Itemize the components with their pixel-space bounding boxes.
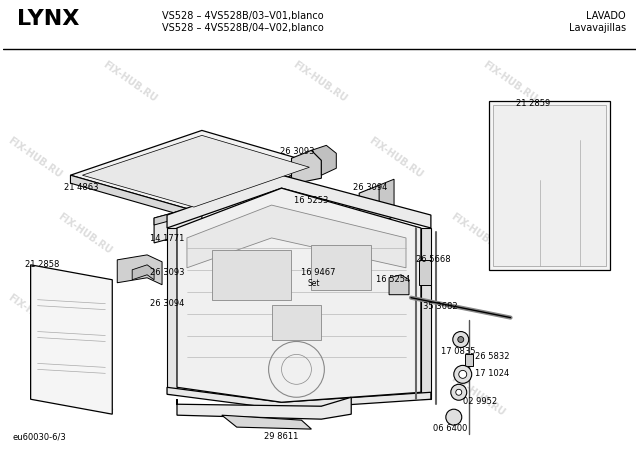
Text: FIX-HUB.RU: FIX-HUB.RU: [354, 292, 411, 337]
Text: FIX-HUB.RU: FIX-HUB.RU: [6, 292, 63, 337]
Bar: [465, 355, 473, 366]
Text: FIX-HUB.RU: FIX-HUB.RU: [449, 212, 506, 256]
Text: VS528 – 4VS528B/03–V01,blanco: VS528 – 4VS528B/03–V01,blanco: [162, 11, 324, 21]
Text: LAVADO: LAVADO: [586, 11, 626, 21]
Text: 35 3682: 35 3682: [423, 302, 457, 310]
Text: Lavavajillas: Lavavajillas: [569, 23, 626, 33]
Polygon shape: [71, 175, 192, 218]
Polygon shape: [154, 205, 202, 225]
Polygon shape: [488, 100, 610, 270]
Text: FIX-HUB.RU: FIX-HUB.RU: [56, 373, 114, 418]
Text: VS528 – 4VS528B/04–V02,blanco: VS528 – 4VS528B/04–V02,blanco: [162, 23, 324, 33]
Text: 06 6400: 06 6400: [433, 424, 467, 433]
Text: 26 3093: 26 3093: [150, 268, 184, 277]
Polygon shape: [154, 205, 202, 243]
Polygon shape: [187, 205, 406, 268]
Polygon shape: [132, 265, 154, 280]
Text: FIX-HUB.RU: FIX-HUB.RU: [240, 212, 298, 256]
Circle shape: [453, 332, 469, 347]
Polygon shape: [192, 165, 321, 218]
Text: FIX-HUB.RU: FIX-HUB.RU: [291, 59, 348, 104]
Text: 21 4863: 21 4863: [64, 183, 99, 192]
Polygon shape: [177, 397, 351, 419]
Polygon shape: [71, 130, 321, 210]
Text: FIX-HUB.RU: FIX-HUB.RU: [449, 373, 506, 418]
Text: 16 5253: 16 5253: [294, 196, 329, 205]
Text: 02 9952: 02 9952: [463, 397, 497, 406]
Text: FIX-HUB.RU: FIX-HUB.RU: [177, 135, 234, 180]
Text: 26 3094: 26 3094: [353, 183, 387, 192]
Polygon shape: [379, 179, 394, 212]
Text: eu60030-6/3: eu60030-6/3: [13, 432, 66, 441]
Polygon shape: [167, 387, 431, 409]
Polygon shape: [31, 265, 113, 414]
Polygon shape: [291, 150, 321, 184]
Text: 17 0835: 17 0835: [441, 347, 475, 356]
Text: 26 3094: 26 3094: [150, 299, 184, 308]
Text: LYNX: LYNX: [17, 9, 79, 29]
Text: 21 2859: 21 2859: [516, 99, 550, 108]
Text: FIX-HUB.RU: FIX-HUB.RU: [366, 135, 424, 180]
Text: FIX-HUB.RU: FIX-HUB.RU: [56, 212, 114, 256]
Circle shape: [446, 409, 462, 425]
Text: 26 5832: 26 5832: [474, 352, 509, 361]
Polygon shape: [167, 228, 177, 394]
Text: Set: Set: [307, 279, 320, 288]
Polygon shape: [167, 175, 431, 228]
Text: 17 1024: 17 1024: [474, 369, 509, 378]
Text: FIX-HUB.RU: FIX-HUB.RU: [164, 292, 221, 337]
Circle shape: [454, 365, 472, 383]
Polygon shape: [421, 228, 431, 399]
Polygon shape: [117, 255, 162, 285]
Bar: [312, 245, 371, 290]
Text: FIX-HUB.RU: FIX-HUB.RU: [6, 135, 63, 180]
Text: 26 3093: 26 3093: [280, 147, 314, 156]
Text: 29 8611: 29 8611: [263, 432, 298, 441]
Bar: [212, 250, 291, 300]
Text: 14 1771: 14 1771: [150, 234, 184, 243]
Text: 21 2858: 21 2858: [25, 260, 59, 269]
Text: 26 5668: 26 5668: [416, 255, 450, 264]
Circle shape: [459, 370, 467, 378]
Bar: [272, 305, 321, 339]
Text: FIX-HUB.RU: FIX-HUB.RU: [481, 59, 538, 104]
Polygon shape: [389, 275, 409, 295]
Text: 16 5254: 16 5254: [376, 275, 410, 284]
Polygon shape: [83, 135, 310, 207]
Polygon shape: [359, 185, 391, 226]
Circle shape: [458, 337, 464, 342]
Polygon shape: [177, 188, 421, 402]
Circle shape: [451, 384, 467, 400]
Text: FIX-HUB.RU: FIX-HUB.RU: [246, 373, 304, 418]
Circle shape: [456, 389, 462, 395]
Polygon shape: [312, 145, 336, 175]
Text: FIX-HUB.RU: FIX-HUB.RU: [100, 59, 158, 104]
Bar: [419, 260, 431, 285]
Polygon shape: [493, 104, 606, 266]
Text: 16 9467: 16 9467: [301, 268, 336, 277]
Polygon shape: [222, 415, 312, 429]
